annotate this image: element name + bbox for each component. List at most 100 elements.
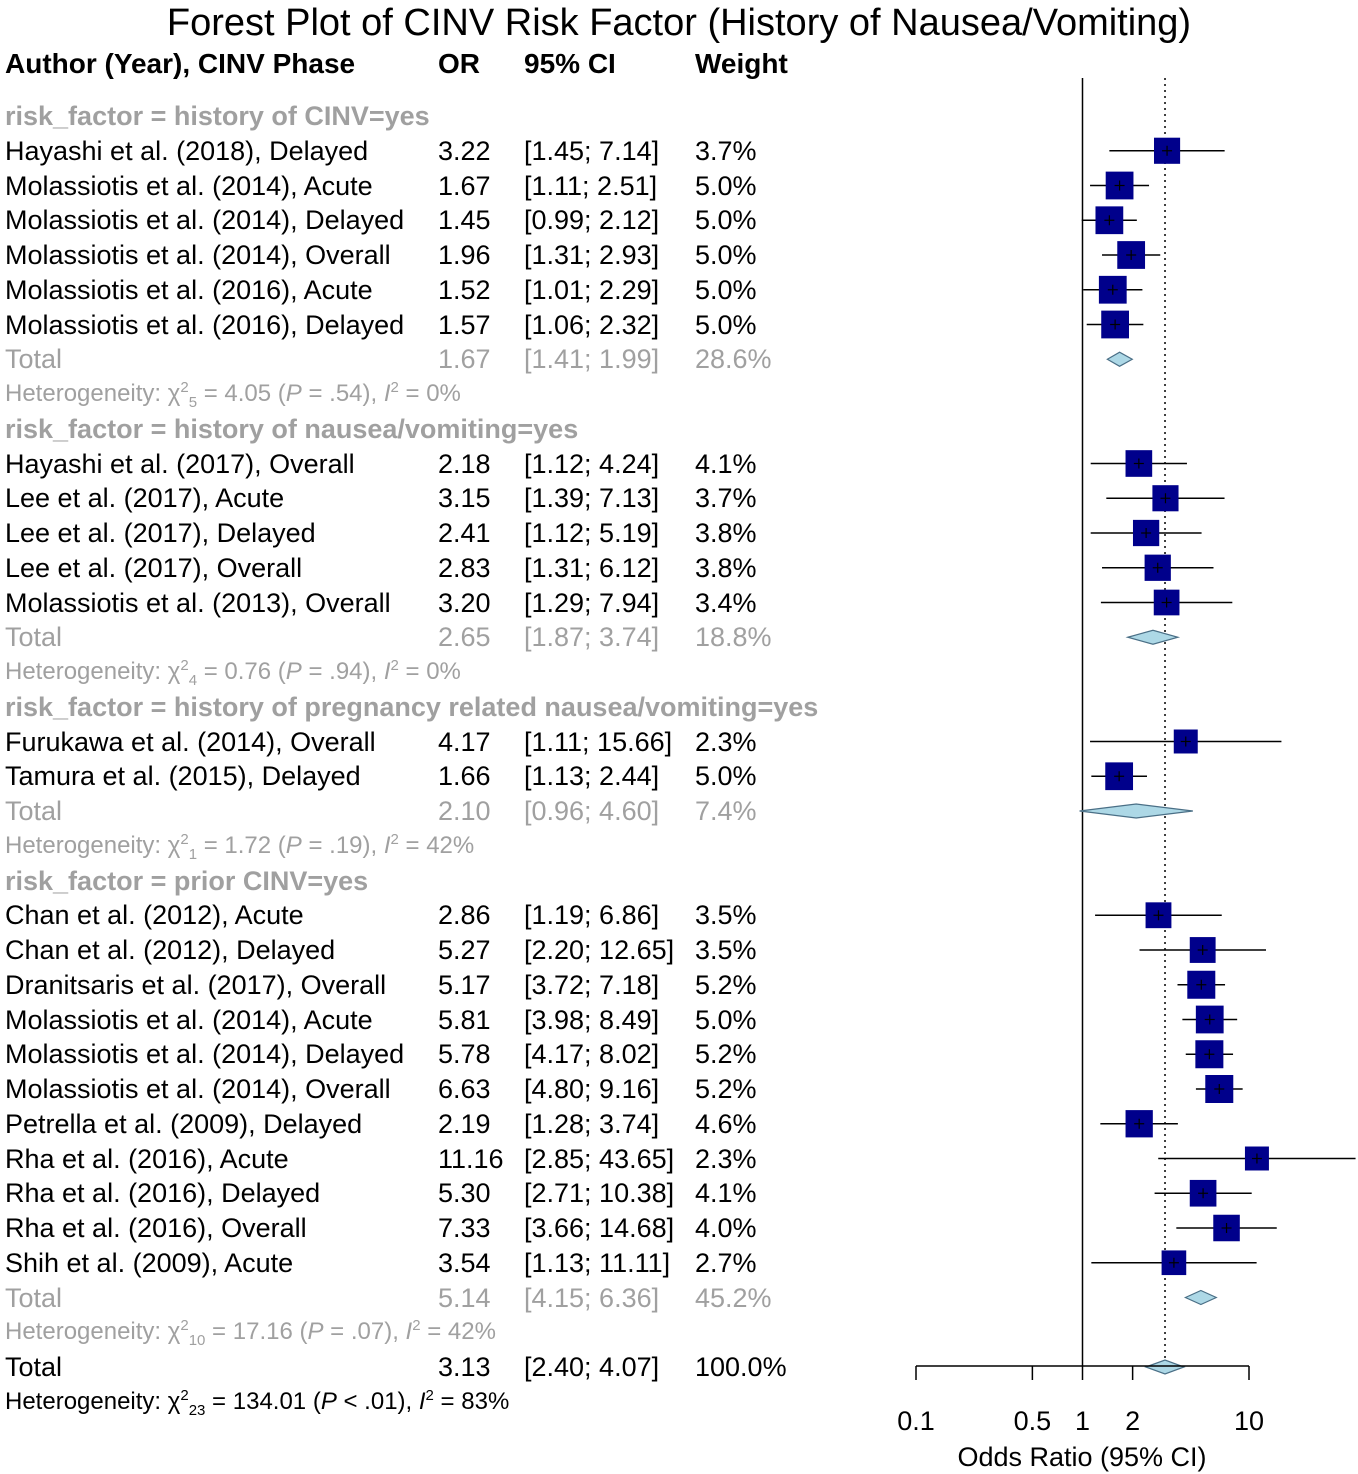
weight-value: 2.3% bbox=[695, 1143, 757, 1174]
study-row: Lee et al. (2017), Delayed 2.41 [1.12; 5.1… bbox=[0, 516, 900, 550]
confidence-interval-value: [1.01; 2.29] bbox=[524, 274, 660, 305]
heterogeneity-row: Heterogeneity: χ24 = 0.76 (P = .94), I2 … bbox=[0, 655, 900, 689]
study-row: Chan et al. (2012), Acute 2.86 [1.19; 6.86… bbox=[0, 898, 900, 932]
confidence-interval-value: [0.96; 4.60] bbox=[524, 796, 660, 826]
summary-diamond bbox=[1183, 1289, 1218, 1306]
study-label: Molassiotis et al. (2014), Acute bbox=[5, 1004, 373, 1035]
study-label: Shih et al. (2009), Acute bbox=[5, 1247, 294, 1278]
confidence-interval-value: [0.99; 2.12] bbox=[524, 205, 660, 236]
odds-ratio-value: 4.17 bbox=[438, 726, 491, 757]
heterogeneity-row: Heterogeneity: χ25 = 4.05 (P = .54), I2 … bbox=[0, 377, 900, 411]
study-row: Molassiotis et al. (2016), Acute 1.52 [1.0… bbox=[0, 273, 900, 307]
chart-title: Forest Plot of CINV Risk Factor (History… bbox=[166, 2, 1192, 44]
odds-ratio-value: 5.30 bbox=[438, 1178, 491, 1209]
odds-ratio-value: 3.15 bbox=[438, 483, 491, 514]
weight-value: 5.0% bbox=[695, 309, 757, 340]
group-header-row: risk_factor = history of CINV=yes bbox=[0, 99, 900, 133]
study-row: Rha et al. (2016), Delayed 5.30 [2.71; 10.… bbox=[0, 1176, 900, 1210]
weight-value: 7.4% bbox=[695, 796, 757, 826]
odds-ratio-value: 1.52 bbox=[438, 274, 491, 305]
confidence-interval-value: [1.13; 2.44] bbox=[524, 761, 660, 792]
confidence-interval-value: [4.15; 6.36] bbox=[524, 1282, 660, 1313]
x-axis-label: Odds Ratio (95% CI) bbox=[957, 1442, 1206, 1472]
total-row: Total 3.13 [2.40; 4.07] 100.0% bbox=[0, 1350, 900, 1384]
weight-value: 3.7% bbox=[695, 483, 757, 514]
x-tick-label: 1 bbox=[1075, 1406, 1090, 1436]
study-label: Rha et al. (2016), Acute bbox=[5, 1143, 289, 1174]
study-label: Molassiotis et al. (2014), Acute bbox=[5, 170, 373, 201]
study-label: Rha et al. (2016), Delayed bbox=[5, 1178, 321, 1209]
confidence-interval-value: [1.12; 4.24] bbox=[524, 448, 660, 479]
group-header-row: risk_factor = prior CINV=yes bbox=[0, 864, 900, 898]
study-label: Molassiotis et al. (2014), Overall bbox=[5, 1074, 391, 1104]
odds-ratio-value: 1.57 bbox=[438, 309, 491, 340]
group-label: risk_factor = history of nausea/vomiting… bbox=[5, 413, 579, 444]
weight-value: 100.0% bbox=[695, 1352, 787, 1382]
study-row: Lee et al. (2017), Acute 3.15 [1.39; 7.13]… bbox=[0, 481, 900, 515]
header-weight: Weight bbox=[695, 48, 788, 79]
weight-value: 5.0% bbox=[695, 274, 757, 305]
summary-diamond bbox=[1106, 351, 1134, 367]
study-row: Petrella et al. (2009), Delayed 2.19 [1.28… bbox=[0, 1107, 900, 1141]
weight-value: 5.2% bbox=[695, 1039, 757, 1070]
confidence-interval-value: [4.17; 8.02] bbox=[524, 1039, 660, 1070]
confidence-interval-value: [1.06; 2.32] bbox=[524, 309, 660, 340]
header-study: Author (Year), CINV Phase bbox=[5, 48, 356, 79]
group-label: risk_factor = history of CINV=yes bbox=[5, 101, 430, 131]
weight-value: 3.5% bbox=[695, 900, 757, 931]
study-label: Molassiotis et al. (2013), Overall bbox=[5, 587, 391, 618]
confidence-interval-value: [1.11; 2.51] bbox=[524, 170, 658, 201]
summary-diamond bbox=[1144, 1359, 1186, 1375]
weight-value: 5.0% bbox=[695, 170, 757, 201]
weight-value: 3.8% bbox=[695, 518, 757, 548]
odds-ratio-value: 11.16 bbox=[438, 1143, 504, 1174]
confidence-interval-value: [2.20; 12.65] bbox=[524, 935, 675, 965]
study-label: Lee et al. (2017), Acute bbox=[5, 483, 285, 514]
study-row: Molassiotis et al. (2013), Overall 3.20 [1… bbox=[0, 586, 900, 620]
group-header-row: risk_factor = history of nausea/vomiting… bbox=[0, 412, 900, 446]
odds-ratio-value: 2.41 bbox=[438, 518, 491, 548]
odds-ratio-value: 5.78 bbox=[438, 1039, 491, 1070]
header-ci: 95% CI bbox=[524, 48, 616, 79]
confidence-interval-value: [2.85; 43.65] bbox=[524, 1143, 675, 1174]
total-row: Total 2.65 [1.87; 3.74] 18.8% bbox=[0, 620, 900, 654]
study-label: Molassiotis et al. (2014), Delayed bbox=[5, 205, 405, 236]
study-label: Total bbox=[5, 1352, 63, 1382]
weight-value: 18.8% bbox=[695, 622, 772, 653]
confidence-interval-value: [1.31; 6.12] bbox=[524, 552, 660, 583]
odds-ratio-value: 3.13 bbox=[438, 1352, 491, 1382]
confidence-interval-value: [1.12; 5.19] bbox=[524, 518, 660, 548]
odds-ratio-value: 5.27 bbox=[438, 935, 491, 965]
odds-ratio-value: 1.66 bbox=[438, 761, 491, 792]
total-row: Total 1.67 [1.41; 1.99] 28.6% bbox=[0, 342, 900, 376]
group-header-row: risk_factor = history of pregnancy relat… bbox=[0, 690, 900, 724]
weight-value: 3.4% bbox=[695, 587, 757, 618]
weight-value: 4.6% bbox=[695, 1108, 757, 1139]
study-label: Dranitsaris et al. (2017), Overall bbox=[5, 969, 387, 1000]
odds-ratio-value: 5.17 bbox=[438, 969, 491, 1000]
study-label: Hayashi et al. (2018), Delayed bbox=[5, 135, 369, 166]
confidence-interval-value: [1.29; 7.94] bbox=[524, 587, 660, 618]
study-row: Shih et al. (2009), Acute 3.54 [1.13; 11.1… bbox=[0, 1246, 900, 1280]
confidence-interval-value: [2.40; 4.07] bbox=[524, 1352, 660, 1382]
study-row: Rha et al. (2016), Overall 7.33 [3.66; 14.… bbox=[0, 1211, 900, 1245]
odds-ratio-value: 1.67 bbox=[438, 170, 491, 201]
x-tick-label: 0.5 bbox=[1014, 1406, 1052, 1436]
weight-value: 5.2% bbox=[695, 969, 757, 1000]
study-label: Lee et al. (2017), Delayed bbox=[5, 518, 316, 548]
odds-ratio-value: 2.65 bbox=[438, 622, 491, 653]
study-row: Lee et al. (2017), Overall 2.83 [1.31; 6.1… bbox=[0, 551, 900, 585]
odds-ratio-value: 2.83 bbox=[438, 552, 491, 583]
study-row: Tamura et al. (2015), Delayed 1.66 [1.13; … bbox=[0, 759, 900, 793]
weight-value: 5.2% bbox=[695, 1074, 757, 1104]
weight-value: 2.7% bbox=[695, 1247, 757, 1278]
confidence-interval-value: [1.13; 11.11] bbox=[524, 1247, 671, 1278]
study-label: Furukawa et al. (2014), Overall bbox=[5, 726, 376, 757]
confidence-interval-value: [1.19; 6.86] bbox=[524, 900, 660, 931]
heterogeneity-row: Heterogeneity: χ21 = 1.72 (P = .19), I2 … bbox=[0, 829, 900, 863]
group-label: risk_factor = history of pregnancy relat… bbox=[5, 691, 819, 722]
odds-ratio-value: 2.19 bbox=[438, 1108, 491, 1139]
summary-diamond bbox=[1079, 803, 1193, 819]
study-row: Molassiotis et al. (2014), Overall 1.96 [1… bbox=[0, 238, 900, 272]
